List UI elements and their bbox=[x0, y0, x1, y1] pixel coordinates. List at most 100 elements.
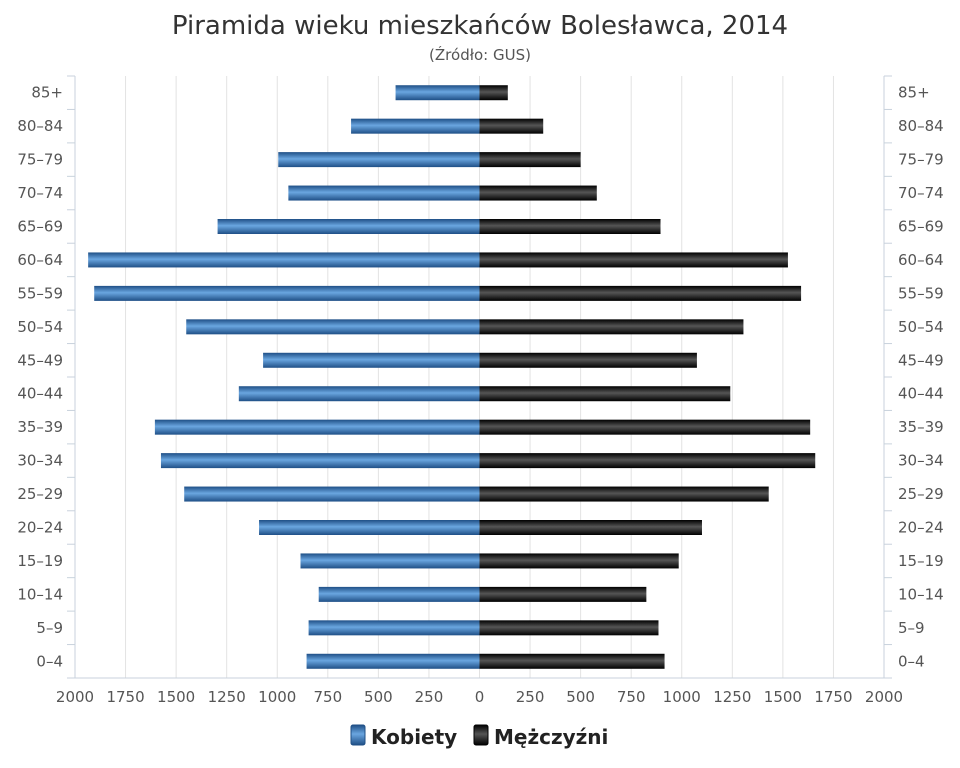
category-label-left: 40–44 bbox=[17, 385, 63, 403]
axes bbox=[67, 75, 892, 679]
x-tick-label: 250 bbox=[415, 688, 444, 706]
bar-mezczyzni[interactable] bbox=[479, 520, 702, 535]
category-label-left: 30–34 bbox=[17, 452, 63, 470]
category-label-right: 50–54 bbox=[898, 318, 944, 336]
legend-swatch-kobiety bbox=[350, 724, 366, 746]
bar-kobiety[interactable] bbox=[154, 419, 480, 435]
category-label-right: 35–39 bbox=[898, 418, 944, 436]
bar-kobiety[interactable] bbox=[184, 486, 480, 502]
category-label-right: 0–4 bbox=[898, 652, 925, 670]
bar-kobiety[interactable] bbox=[263, 352, 480, 368]
legend-label-kobiety: Kobiety bbox=[371, 725, 457, 749]
x-tick-label: 2000 bbox=[56, 688, 94, 706]
category-label-right: 80–84 bbox=[898, 117, 944, 135]
grid-lines bbox=[125, 76, 834, 678]
bar-mezczyzni[interactable] bbox=[479, 453, 816, 469]
category-label-left: 45–49 bbox=[17, 351, 63, 369]
legend-label-mezczyzni: Mężczyźni bbox=[494, 725, 608, 749]
x-tick-label: 1750 bbox=[814, 688, 852, 706]
category-label-right: 55–59 bbox=[898, 284, 944, 302]
category-label-right: 20–24 bbox=[898, 519, 944, 537]
bars bbox=[88, 85, 816, 669]
bar-kobiety[interactable] bbox=[88, 252, 480, 268]
bar-mezczyzni[interactable] bbox=[479, 620, 659, 636]
category-label-right: 60–64 bbox=[898, 251, 944, 269]
bar-mezczyzni[interactable] bbox=[479, 219, 661, 234]
category-label-left: 20–24 bbox=[17, 519, 63, 537]
x-tick-label: 750 bbox=[313, 688, 342, 706]
category-label-left: 10–14 bbox=[17, 585, 63, 603]
legend-item-kobiety[interactable]: Kobiety bbox=[350, 724, 457, 749]
bar-mezczyzni[interactable] bbox=[479, 319, 744, 335]
category-label-left: 75–79 bbox=[17, 151, 63, 169]
bar-kobiety[interactable] bbox=[238, 386, 480, 402]
bar-kobiety[interactable] bbox=[278, 152, 480, 168]
category-label-left: 70–74 bbox=[17, 184, 63, 202]
category-label-right: 70–74 bbox=[898, 184, 944, 202]
x-tick-label: 2000 bbox=[865, 688, 903, 706]
bar-mezczyzni[interactable] bbox=[479, 553, 679, 569]
bar-mezczyzni[interactable] bbox=[479, 252, 788, 268]
category-label-right: 65–69 bbox=[898, 218, 944, 236]
x-tick-labels: 2000 1750 1500 1250 1000 750 500 250 0 250 500 750 1… bbox=[56, 688, 903, 706]
category-label-left: 0–4 bbox=[36, 652, 63, 670]
x-tick-label: 250 bbox=[516, 688, 545, 706]
bar-kobiety[interactable] bbox=[160, 453, 480, 469]
bar-mezczyzni[interactable] bbox=[479, 586, 647, 602]
category-label-right: 25–29 bbox=[898, 485, 944, 503]
x-tick-label: 1250 bbox=[208, 688, 246, 706]
category-label-left: 15–19 bbox=[17, 552, 63, 570]
category-label-left: 80–84 bbox=[17, 117, 63, 135]
chart-title: Piramida wieku mieszkańców Bolesławca, 2… bbox=[172, 11, 788, 41]
category-label-right: 10–14 bbox=[898, 585, 944, 603]
bar-kobiety[interactable] bbox=[318, 586, 480, 602]
category-label-left: 55–59 bbox=[17, 284, 63, 302]
bar-kobiety[interactable] bbox=[308, 620, 480, 636]
bar-mezczyzni[interactable] bbox=[479, 386, 731, 402]
bar-kobiety[interactable] bbox=[288, 185, 480, 201]
bar-mezczyzni[interactable] bbox=[479, 653, 665, 669]
bar-kobiety[interactable] bbox=[259, 520, 480, 535]
category-label-left: 60–64 bbox=[17, 251, 63, 269]
category-label-right: 45–49 bbox=[898, 351, 944, 369]
category-label-left: 25–29 bbox=[17, 485, 63, 503]
x-tick-label: 750 bbox=[617, 688, 646, 706]
legend: Kobiety Mężczyźni bbox=[350, 724, 608, 749]
category-label-right: 75–79 bbox=[898, 151, 944, 169]
bar-kobiety[interactable] bbox=[300, 553, 480, 569]
legend-item-mezczyzni[interactable]: Mężczyźni bbox=[473, 724, 608, 749]
category-labels: 0–4 0–4 5–9 5–9 10–14 10–14 15–19 15–19 20–24 20–… bbox=[17, 84, 943, 671]
category-label-right: 40–44 bbox=[898, 385, 944, 403]
bar-mezczyzni[interactable] bbox=[479, 419, 811, 435]
category-label-right: 5–9 bbox=[898, 619, 925, 637]
category-label-left: 65–69 bbox=[17, 218, 63, 236]
x-tick-label: 1000 bbox=[258, 688, 296, 706]
category-label-left: 50–54 bbox=[17, 318, 63, 336]
x-tick-label: 1750 bbox=[106, 688, 144, 706]
bar-kobiety[interactable] bbox=[186, 319, 480, 335]
category-label-right: 30–34 bbox=[898, 452, 944, 470]
bar-kobiety[interactable] bbox=[395, 85, 480, 101]
x-tick-label: 1000 bbox=[663, 688, 701, 706]
bar-mezczyzni[interactable] bbox=[479, 152, 581, 168]
x-tick-label: 1500 bbox=[764, 688, 802, 706]
bar-mezczyzni[interactable] bbox=[479, 118, 544, 134]
bar-mezczyzni[interactable] bbox=[479, 486, 769, 502]
chart-subtitle: (Źródło: GUS) bbox=[429, 45, 531, 64]
bar-mezczyzni[interactable] bbox=[479, 352, 697, 368]
bar-kobiety[interactable] bbox=[94, 285, 480, 301]
category-label-right: 85+ bbox=[898, 84, 930, 102]
bar-mezczyzni[interactable] bbox=[479, 185, 597, 201]
bar-kobiety[interactable] bbox=[217, 219, 480, 234]
legend-swatch-mezczyzni bbox=[473, 724, 489, 746]
bar-kobiety[interactable] bbox=[306, 653, 480, 669]
x-tick-label: 500 bbox=[364, 688, 393, 706]
category-label-left: 5–9 bbox=[36, 619, 63, 637]
bar-mezczyzni[interactable] bbox=[479, 85, 508, 101]
bar-mezczyzni[interactable] bbox=[479, 285, 802, 301]
bar-kobiety[interactable] bbox=[351, 118, 480, 134]
x-tick-label: 500 bbox=[566, 688, 595, 706]
category-label-left: 35–39 bbox=[17, 418, 63, 436]
